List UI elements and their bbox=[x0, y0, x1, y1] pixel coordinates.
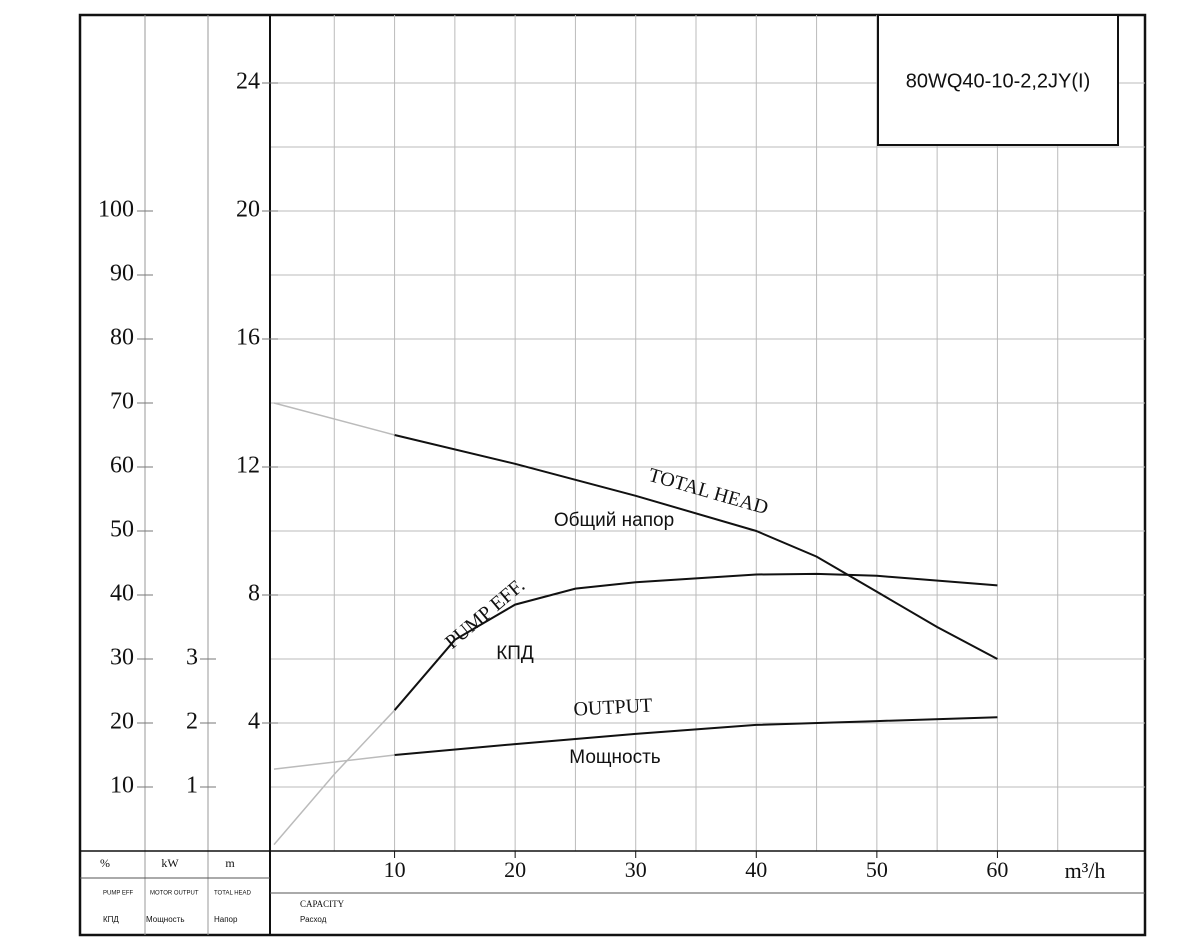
curve bbox=[393, 572, 998, 711]
x-label-ru: Расход bbox=[300, 915, 327, 924]
y-tick-label: 10 bbox=[110, 773, 134, 799]
y-tick-label: 1 bbox=[186, 773, 198, 799]
y-tick-label: 20 bbox=[110, 709, 134, 735]
y3-label-en: MOTOR OUTPUT bbox=[150, 891, 199, 897]
curve-label-ru: КПД bbox=[496, 643, 534, 664]
y-tick-label: 16 bbox=[236, 325, 260, 351]
x-label-en: CAPACITY bbox=[300, 899, 345, 909]
curve bbox=[394, 716, 998, 756]
y-tick-label: 90 bbox=[110, 261, 134, 287]
y-tick-label: 70 bbox=[110, 389, 134, 415]
y2-label-ru: КПД bbox=[103, 915, 119, 924]
y3-label-ru: Мощность bbox=[146, 915, 184, 924]
curve-extension bbox=[273, 754, 395, 770]
y-unit: m bbox=[225, 856, 235, 870]
y2-label-en: PUMP EFF bbox=[103, 891, 134, 897]
y-tick-label: 80 bbox=[110, 325, 134, 351]
y-tick-label: 2 bbox=[186, 709, 198, 735]
x-tick-label: 30 bbox=[625, 857, 647, 882]
y-tick-label: 60 bbox=[110, 453, 134, 479]
y2-unit: % bbox=[100, 856, 110, 870]
x-tick-label: 50 bbox=[866, 857, 888, 882]
y-tick-label: 24 bbox=[236, 69, 260, 95]
curve-label-ru: Общий напор bbox=[554, 510, 674, 531]
y-tick-label: 8 bbox=[248, 581, 260, 607]
y3-unit: kW bbox=[161, 856, 179, 870]
x-tick-label: 20 bbox=[504, 857, 526, 882]
frame bbox=[78, 13, 1147, 937]
y-tick-label: 20 bbox=[236, 197, 260, 223]
curve-label: OUTPUT bbox=[573, 695, 653, 721]
y-tick-label: 50 bbox=[110, 517, 134, 543]
y-tick-label: 3 bbox=[186, 645, 198, 671]
x-tick-label: 60 bbox=[986, 857, 1008, 882]
y-label-en: TOTAL HEAD bbox=[214, 891, 252, 897]
y-tick-label: 4 bbox=[248, 709, 260, 735]
curve-extension bbox=[273, 709, 396, 846]
x-tick-label: 10 bbox=[384, 857, 406, 882]
y-tick-label: 30 bbox=[110, 645, 134, 671]
grid bbox=[270, 15, 1145, 851]
x-tick-label: 40 bbox=[745, 857, 767, 882]
curve bbox=[394, 434, 998, 660]
curve-extension bbox=[273, 402, 395, 436]
x-unit: m³/h bbox=[1065, 858, 1106, 883]
y-label-ru: Напор bbox=[214, 915, 238, 924]
y-tick-label: 100 bbox=[98, 197, 134, 223]
model-label: 80WQ40-10-2,2JY(I) bbox=[906, 70, 1091, 92]
curve-label-ru: Мощность bbox=[569, 747, 661, 768]
model-box bbox=[877, 14, 1119, 146]
y-tick-label: 12 bbox=[236, 453, 260, 479]
y-tick-label: 40 bbox=[110, 581, 134, 607]
